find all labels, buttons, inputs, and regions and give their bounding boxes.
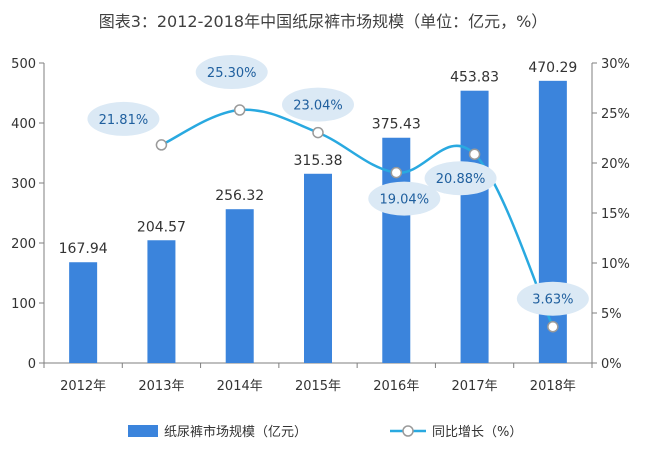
y2-tick-label: 0% [601, 357, 622, 372]
legend-line-marker [402, 425, 414, 437]
chart-title: 图表3：2012-2018年中国纸尿裤市场规模（单位：亿元，%） [98, 12, 548, 31]
y-tick-label: 400 [11, 117, 36, 132]
growth-value-label: 3.63% [532, 293, 573, 308]
y-tick-label: 300 [11, 177, 36, 192]
x-tick-label: 2013年 [138, 379, 184, 394]
y2-tick-label: 30% [601, 57, 630, 72]
x-tick-label: 2015年 [295, 379, 341, 394]
bar-value-label: 167.94 [59, 241, 108, 257]
bar [460, 90, 489, 364]
bar-value-label: 315.38 [294, 153, 343, 169]
bar-value-label: 470.29 [528, 60, 577, 76]
x-tick-label: 2018年 [530, 379, 576, 394]
legend-line-label: 同比增长（%） [432, 425, 522, 440]
growth-bubble [368, 181, 441, 216]
growth-line-layer [155, 104, 559, 333]
growth-bubble [87, 101, 160, 136]
growth-point [468, 148, 481, 160]
growth-value-label: 21.81% [99, 113, 149, 128]
growth-point [155, 139, 168, 151]
y-tick-label: 200 [11, 237, 36, 252]
bar-labels: 167.94 204.57 256.32 315.38 375.43 453.83 470.… [59, 60, 578, 257]
y2-tick-label: 20% [601, 157, 630, 172]
bar [147, 240, 176, 363]
y-tick-label: 100 [11, 297, 36, 312]
growth-bubble [282, 87, 354, 122]
x-tick-label: 2014年 [217, 379, 263, 394]
growth-bubble [424, 161, 497, 196]
y2-tick-label: 5% [601, 307, 622, 322]
bar-value-label: 204.57 [137, 219, 186, 235]
y-tick-label: 500 [11, 57, 36, 72]
growth-point [312, 126, 324, 139]
y-tick-label: 0 [28, 357, 36, 372]
growth-value-label: 23.04% [293, 99, 343, 114]
growth-bubbles: 21.81% 25.30% 23.04% 19.04% 20.88% 3.63% [87, 55, 589, 316]
bar [69, 262, 98, 363]
bars [69, 80, 567, 364]
x-tick-label: 2016年 [373, 379, 419, 394]
bar [538, 80, 567, 364]
legend-bar-swatch [128, 425, 158, 437]
bar-value-label: 256.32 [215, 188, 264, 204]
growth-point [233, 104, 246, 116]
bar [225, 209, 254, 363]
growth-bubble [516, 281, 589, 316]
y2-tick-label: 10% [601, 257, 630, 272]
growth-point [390, 166, 403, 179]
growth-point [547, 320, 559, 333]
growth-value-label: 20.88% [436, 172, 486, 187]
legend-bar-label: 纸尿裤市场规模（亿元） [164, 424, 307, 440]
bar-value-label: 375.43 [372, 117, 421, 133]
x-tick-label: 2012年 [60, 379, 106, 394]
axes: 0 100 200 300 400 500 0% 5% 10% 15% 20% 25% 30% 2012年… [11, 57, 630, 394]
legend: 纸尿裤市场规模（亿元） 同比增长（%） [128, 424, 522, 440]
growth-bubble [195, 55, 268, 89]
bar [304, 173, 332, 363]
growth-value-label: 25.30% [207, 66, 257, 81]
growth-line [160, 108, 554, 328]
x-tick-label: 2017年 [452, 379, 498, 394]
growth-value-label: 19.04% [379, 193, 429, 208]
y2-tick-label: 15% [601, 207, 630, 222]
y2-tick-label: 25% [601, 107, 630, 122]
bar-value-label: 453.83 [450, 70, 499, 86]
